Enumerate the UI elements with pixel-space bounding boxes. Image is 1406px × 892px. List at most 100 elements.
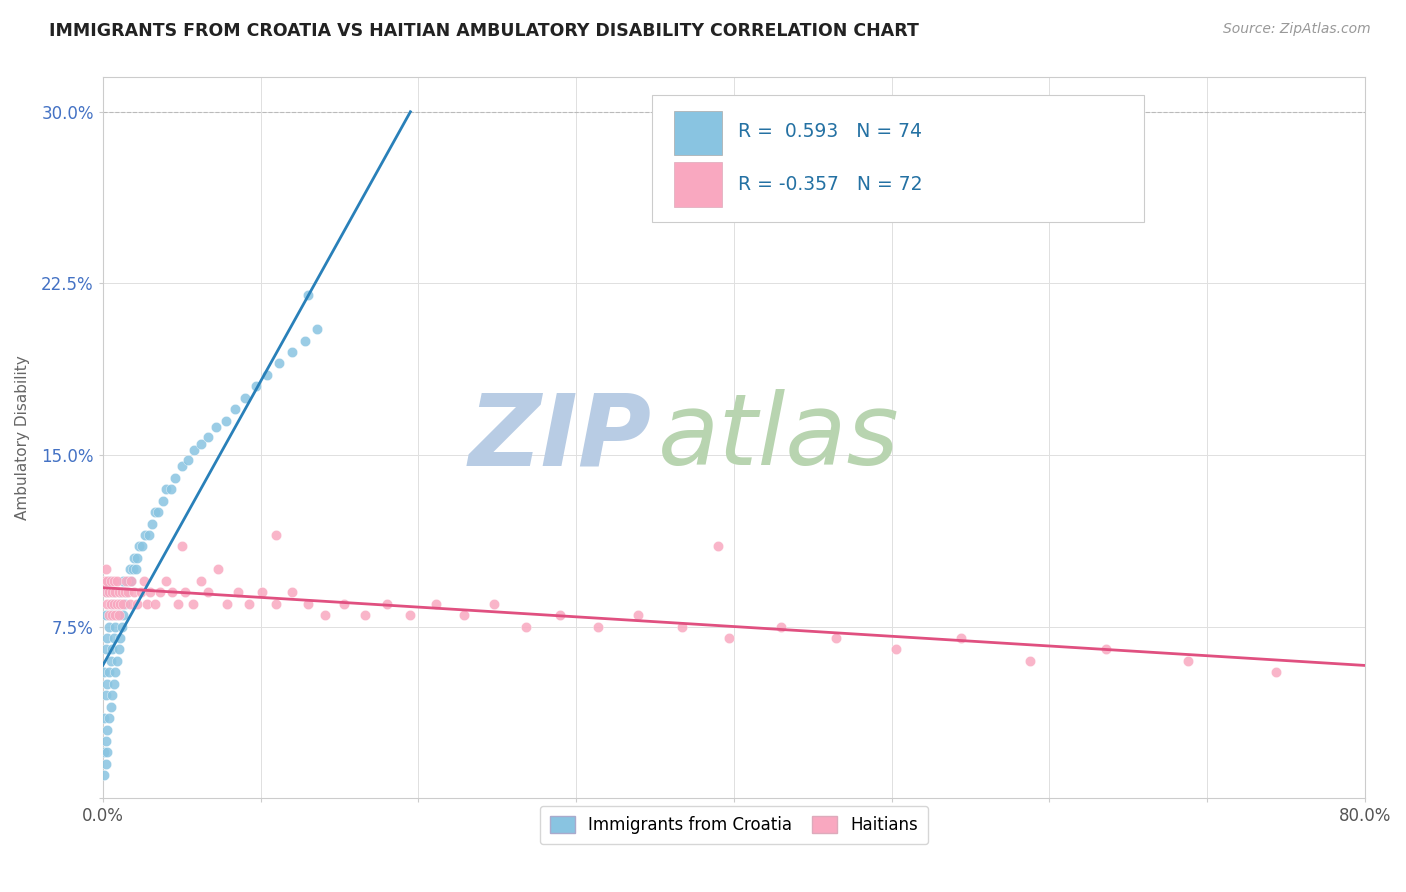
- Point: [103, 585, 125, 599]
- Point: [124, 550, 146, 565]
- Point: [100, 608, 122, 623]
- Point: [1265, 665, 1288, 680]
- Point: [314, 608, 336, 623]
- Point: [93, 574, 115, 588]
- Point: [266, 597, 288, 611]
- Point: [425, 597, 447, 611]
- Point: [127, 550, 149, 565]
- Point: [117, 585, 139, 599]
- Point: [453, 608, 475, 623]
- Point: [949, 631, 972, 645]
- Point: [117, 574, 139, 588]
- Point: [217, 597, 239, 611]
- Point: [96, 585, 118, 599]
- Point: [105, 608, 128, 623]
- Y-axis label: Ambulatory Disability: Ambulatory Disability: [15, 355, 30, 520]
- Point: [148, 585, 170, 599]
- Text: R = -0.357   N = 72: R = -0.357 N = 72: [738, 175, 922, 194]
- Point: [1095, 642, 1118, 657]
- Point: [215, 414, 238, 428]
- Point: [104, 585, 127, 599]
- Point: [93, 665, 115, 680]
- Bar: [675, 111, 723, 155]
- Point: [197, 430, 219, 444]
- Point: [181, 597, 204, 611]
- Point: [482, 597, 505, 611]
- Point: [375, 597, 398, 611]
- Point: [152, 493, 174, 508]
- Point: [718, 631, 741, 645]
- Point: [93, 711, 115, 725]
- Point: [190, 436, 212, 450]
- Point: [94, 585, 117, 599]
- Point: [101, 608, 124, 623]
- Point: [96, 574, 118, 588]
- Point: [100, 699, 122, 714]
- Point: [104, 608, 127, 623]
- Point: [884, 642, 907, 657]
- Point: [120, 574, 142, 588]
- Point: [139, 585, 162, 599]
- Point: [770, 619, 793, 633]
- Point: [105, 654, 128, 668]
- Point: [115, 585, 138, 599]
- Point: [307, 322, 329, 336]
- Point: [96, 597, 118, 611]
- Point: [143, 505, 166, 519]
- Point: [266, 528, 288, 542]
- Point: [127, 597, 149, 611]
- Point: [626, 608, 648, 623]
- Point: [96, 745, 118, 759]
- Point: [245, 379, 267, 393]
- Point: [250, 585, 273, 599]
- Point: [134, 528, 156, 542]
- Point: [94, 734, 117, 748]
- Point: [96, 723, 118, 737]
- Point: [104, 665, 127, 680]
- Point: [108, 631, 131, 645]
- Point: [353, 608, 375, 623]
- Point: [98, 711, 121, 725]
- Point: [124, 585, 146, 599]
- Point: [132, 574, 155, 588]
- Point: [108, 597, 131, 611]
- Point: [96, 677, 118, 691]
- Point: [143, 597, 166, 611]
- Point: [205, 420, 228, 434]
- Point: [170, 540, 193, 554]
- Point: [177, 452, 200, 467]
- Point: [707, 540, 730, 554]
- Point: [115, 574, 138, 588]
- Point: [101, 642, 124, 657]
- Point: [96, 631, 118, 645]
- Point: [114, 585, 136, 599]
- Point: [105, 574, 128, 588]
- Text: atlas: atlas: [658, 389, 900, 486]
- Text: R =  0.593   N = 74: R = 0.593 N = 74: [738, 122, 921, 141]
- Point: [128, 540, 150, 554]
- Point: [131, 540, 153, 554]
- Text: Source: ZipAtlas.com: Source: ZipAtlas.com: [1223, 22, 1371, 37]
- Point: [141, 516, 163, 531]
- Point: [281, 345, 304, 359]
- Point: [108, 585, 131, 599]
- Point: [586, 619, 609, 633]
- Point: [94, 642, 117, 657]
- Point: [256, 368, 278, 382]
- Point: [825, 631, 848, 645]
- Point: [94, 562, 117, 576]
- Point: [100, 574, 122, 588]
- Point: [112, 597, 135, 611]
- Point: [103, 631, 125, 645]
- Point: [671, 619, 693, 633]
- Point: [173, 585, 195, 599]
- Point: [159, 483, 181, 497]
- Point: [100, 654, 122, 668]
- Point: [112, 608, 135, 623]
- Point: [136, 597, 159, 611]
- Point: [94, 756, 117, 771]
- Point: [170, 459, 193, 474]
- Bar: [675, 162, 723, 207]
- Point: [155, 483, 177, 497]
- Point: [107, 597, 129, 611]
